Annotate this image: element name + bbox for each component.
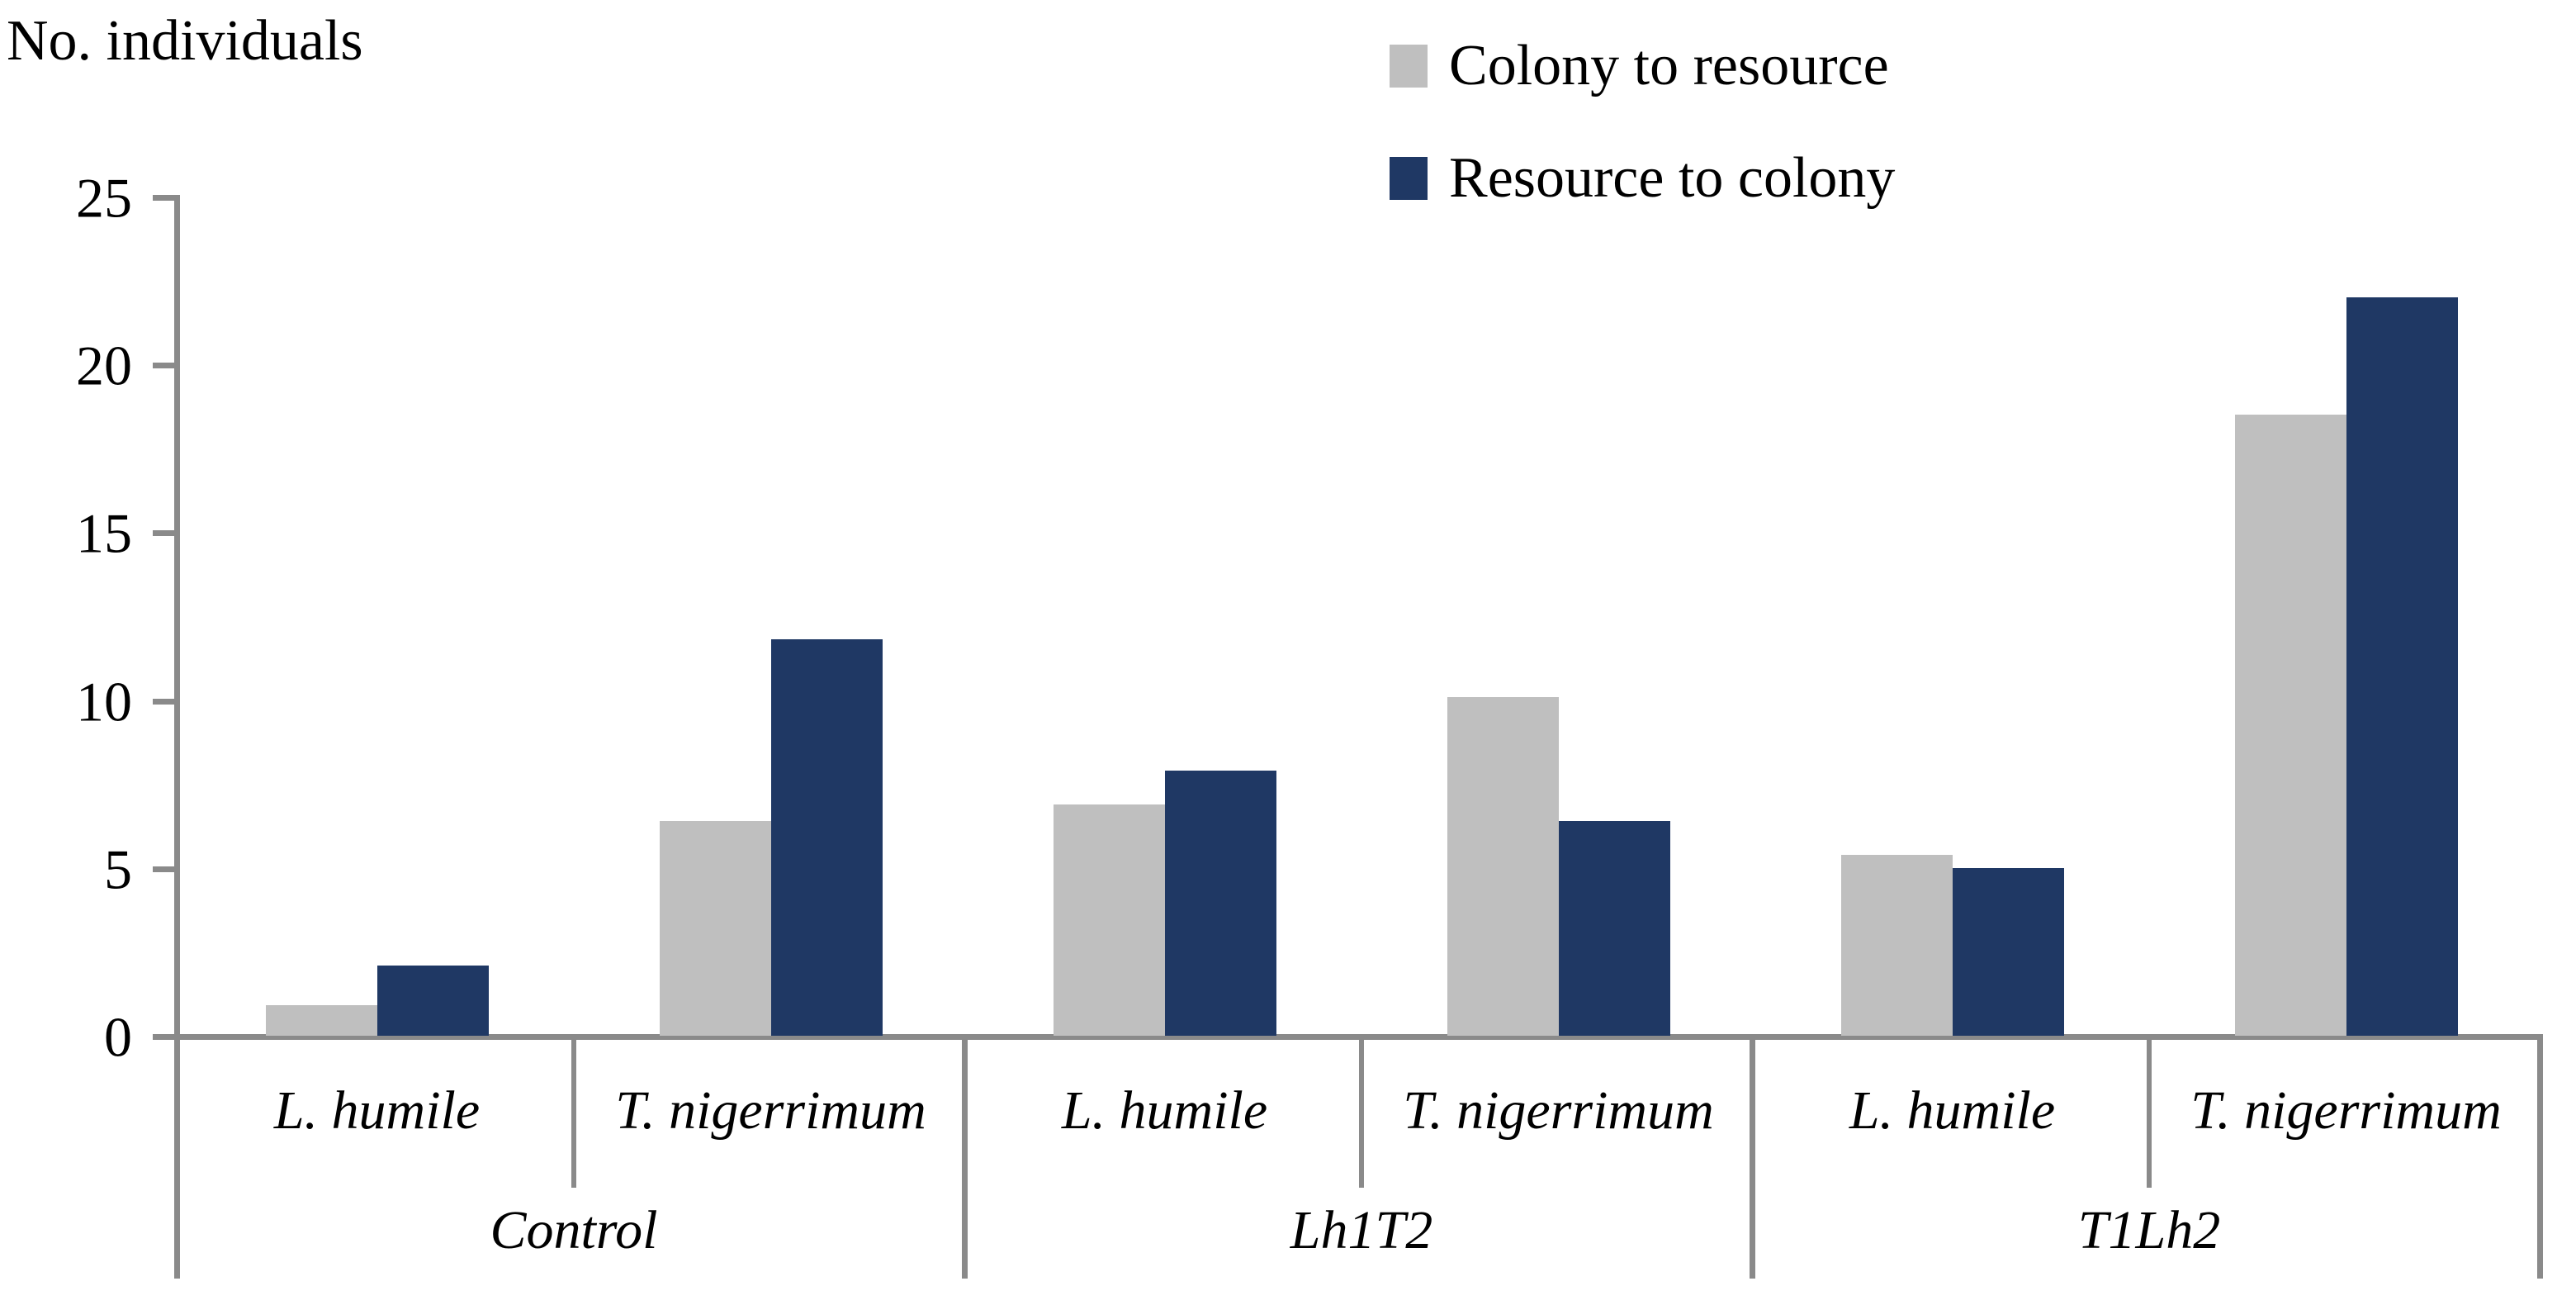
y-tick-mark [153, 195, 174, 201]
species-label: L. humile [273, 1080, 481, 1141]
y-tick-label: 0 [104, 1005, 132, 1069]
group-label: Lh1T2 [1290, 1200, 1433, 1260]
group-divider [962, 1037, 968, 1279]
y-tick-label: 10 [76, 670, 132, 733]
species-label: T. nigerrimum [615, 1080, 926, 1141]
y-tick-label: 20 [76, 334, 132, 397]
species-label: T. nigerrimum [2190, 1080, 2502, 1141]
x-axis-line [153, 1034, 2543, 1040]
y-tick-mark [153, 866, 174, 872]
gray-square-swatch-icon [1390, 45, 1428, 88]
bar-resource-to-colony [770, 639, 883, 1036]
species-label: T. nigerrimum [1403, 1080, 1714, 1141]
legend-label: Colony to resource [1449, 34, 1889, 97]
y-tick-label: 5 [104, 838, 132, 901]
species-divider [2147, 1037, 2152, 1188]
group-divider [1750, 1037, 1755, 1279]
y-tick-mark [153, 530, 174, 537]
y-tick-label: 15 [76, 501, 132, 565]
species-divider [571, 1037, 576, 1188]
bar-resource-to-colony [376, 965, 489, 1036]
bar-resource-to-colony [1164, 770, 1276, 1036]
bar-resource-to-colony [2346, 297, 2458, 1036]
group-divider [2537, 1037, 2543, 1279]
legend-entry-colony-to-resource: Colony to resource [1390, 33, 1895, 99]
y-axis-line [174, 195, 180, 1279]
species-label: L. humile [1061, 1080, 1268, 1141]
group-label: Control [490, 1200, 658, 1260]
bar-resource-to-colony [1952, 867, 2064, 1036]
bar-colony-to-resource [265, 1005, 377, 1036]
bar-colony-to-resource [1840, 854, 1953, 1036]
species-label: L. humile [1849, 1080, 2056, 1141]
bar-colony-to-resource [1447, 696, 1559, 1036]
navy-square-swatch-icon [1390, 157, 1428, 200]
y-tick-label: 25 [76, 166, 132, 230]
bar-colony-to-resource [1053, 804, 1165, 1036]
legend: Colony to resource Resource to colony [1390, 33, 1895, 211]
legend-label: Resource to colony [1449, 146, 1896, 210]
legend-entry-resource-to-colony: Resource to colony [1390, 145, 1895, 211]
species-divider [1359, 1037, 1364, 1188]
y-axis-title: No. individuals [7, 9, 363, 73]
bar-colony-to-resource [2234, 415, 2346, 1036]
group-label: T1Lh2 [2077, 1200, 2221, 1260]
bar-resource-to-colony [1558, 820, 1670, 1036]
bar-colony-to-resource [659, 820, 771, 1036]
y-tick-mark [153, 363, 174, 369]
y-tick-mark [153, 1034, 174, 1040]
y-tick-mark [153, 698, 174, 705]
